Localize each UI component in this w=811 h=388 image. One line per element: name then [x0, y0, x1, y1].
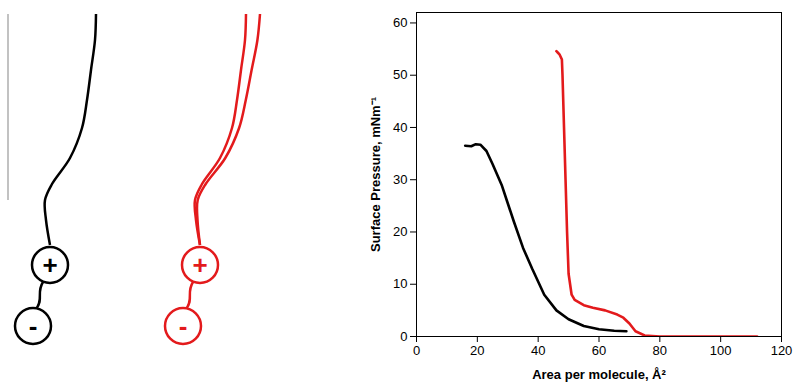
svg-text:60: 60 [592, 343, 606, 358]
svg-text:Area per molecule, Å²: Area per molecule, Å² [532, 367, 666, 382]
svg-text:-: - [179, 311, 188, 341]
svg-text:40: 40 [531, 343, 545, 358]
svg-text:120: 120 [771, 343, 793, 358]
svg-text:100: 100 [710, 343, 732, 358]
svg-text:-: - [29, 311, 38, 341]
svg-text:40: 40 [393, 120, 407, 135]
svg-text:Surface Pressure, mNm⁻¹: Surface Pressure, mNm⁻¹ [368, 97, 383, 252]
svg-text:80: 80 [653, 343, 667, 358]
svg-text:30: 30 [393, 172, 407, 187]
svg-text:+: + [192, 250, 207, 280]
svg-text:+: + [42, 250, 57, 280]
svg-text:20: 20 [470, 343, 484, 358]
svg-text:10: 10 [393, 276, 407, 291]
svg-text:20: 20 [393, 224, 407, 239]
svg-text:60: 60 [393, 15, 407, 30]
svg-text:50: 50 [393, 67, 407, 82]
svg-text:0: 0 [413, 343, 420, 358]
svg-text:0: 0 [400, 329, 407, 344]
